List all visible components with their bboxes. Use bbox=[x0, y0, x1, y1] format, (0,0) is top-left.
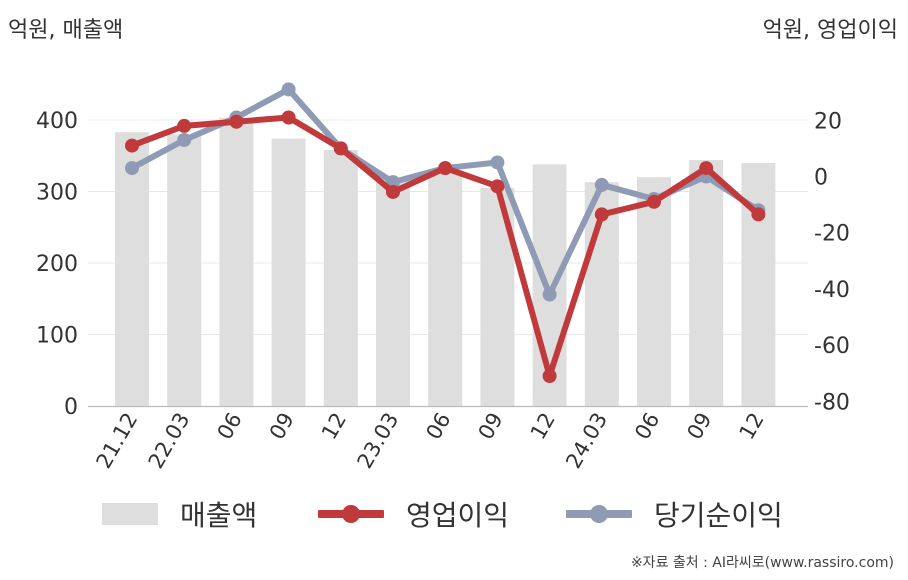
bar-revenue bbox=[271, 138, 306, 406]
point-operating-profit bbox=[594, 207, 609, 222]
x-tick-label: 23.03 bbox=[352, 409, 403, 473]
bar-revenue bbox=[115, 132, 149, 406]
left-axis-unit: 억원, 매출액 bbox=[8, 18, 124, 43]
point-operating-profit bbox=[490, 179, 505, 194]
point-net-income bbox=[281, 82, 296, 97]
x-tick-label: 22.03 bbox=[144, 409, 195, 473]
point-operating-profit bbox=[386, 184, 400, 199]
legend-swatch-operating-profit bbox=[318, 503, 384, 525]
bar-revenue bbox=[428, 170, 463, 406]
point-operating-profit bbox=[542, 369, 557, 384]
bar-revenue bbox=[323, 150, 358, 406]
right-tick-label: 20 bbox=[814, 109, 842, 134]
point-operating-profit bbox=[229, 114, 244, 129]
x-tick-label: 12 bbox=[317, 409, 351, 444]
legend-item-net-income: 당기순이익 bbox=[566, 492, 783, 536]
x-tick-label: 06 bbox=[213, 409, 247, 444]
point-operating-profit bbox=[438, 161, 453, 176]
left-tick-label: 400 bbox=[36, 109, 78, 134]
legend-label-revenue: 매출액 bbox=[180, 499, 258, 532]
left-tick-label: 300 bbox=[36, 181, 78, 206]
point-net-income bbox=[490, 155, 505, 170]
x-tick-label: 09 bbox=[474, 409, 508, 444]
bar-revenue bbox=[219, 117, 254, 406]
x-tick-label: 06 bbox=[421, 409, 455, 444]
chart-plot: 0 100 200 300 400 -80 -60 -40 -20 0 20 21.12 22.03 06… bbox=[36, 82, 850, 473]
legend-label-net-income: 당기순이익 bbox=[654, 499, 783, 532]
bar-revenue bbox=[689, 160, 724, 406]
point-net-income bbox=[125, 161, 139, 176]
x-tick-label: 21.12 bbox=[91, 409, 142, 473]
x-tick-label: 12 bbox=[735, 409, 769, 444]
legend-item-operating-profit: 영업이익 bbox=[318, 492, 509, 536]
point-net-income bbox=[542, 287, 557, 302]
bar-revenue bbox=[637, 177, 671, 406]
point-operating-profit bbox=[647, 194, 661, 209]
right-tick-label: -20 bbox=[814, 222, 850, 247]
point-operating-profit bbox=[177, 118, 192, 133]
right-tick-label: -60 bbox=[814, 334, 850, 359]
right-axis-unit: 억원, 영업이익 bbox=[762, 18, 898, 43]
legend: 매출액 영업이익 당기순이익 bbox=[0, 492, 908, 536]
x-tick-label: 06 bbox=[630, 409, 664, 444]
point-net-income bbox=[594, 177, 609, 192]
legend-label-operating-profit: 영업이익 bbox=[406, 499, 510, 532]
x-tick-label: 09 bbox=[265, 409, 299, 444]
x-tick-label: 24.03 bbox=[561, 409, 612, 473]
point-operating-profit bbox=[751, 207, 766, 222]
source-credit: ※자료 출처 : AI라씨로(www.rassiro.com) bbox=[630, 555, 894, 571]
legend-swatch-net-income bbox=[566, 503, 632, 525]
x-tick-label: 12 bbox=[526, 409, 560, 444]
point-operating-profit bbox=[333, 141, 348, 156]
left-tick-label: 200 bbox=[36, 252, 78, 277]
point-operating-profit bbox=[125, 138, 139, 153]
x-tick-label: 09 bbox=[682, 409, 716, 444]
left-tick-label: 0 bbox=[64, 395, 78, 420]
legend-item-revenue: 매출액 bbox=[102, 492, 257, 536]
point-operating-profit bbox=[699, 161, 714, 176]
point-operating-profit bbox=[281, 110, 296, 125]
bar-revenue bbox=[376, 180, 410, 406]
left-tick-label: 100 bbox=[36, 324, 78, 349]
right-tick-label: 0 bbox=[814, 166, 828, 191]
point-net-income bbox=[177, 132, 192, 147]
bar-revenue bbox=[167, 134, 202, 407]
right-tick-label: -80 bbox=[814, 390, 850, 415]
legend-swatch-revenue bbox=[102, 503, 158, 525]
right-tick-label: -40 bbox=[814, 278, 850, 303]
